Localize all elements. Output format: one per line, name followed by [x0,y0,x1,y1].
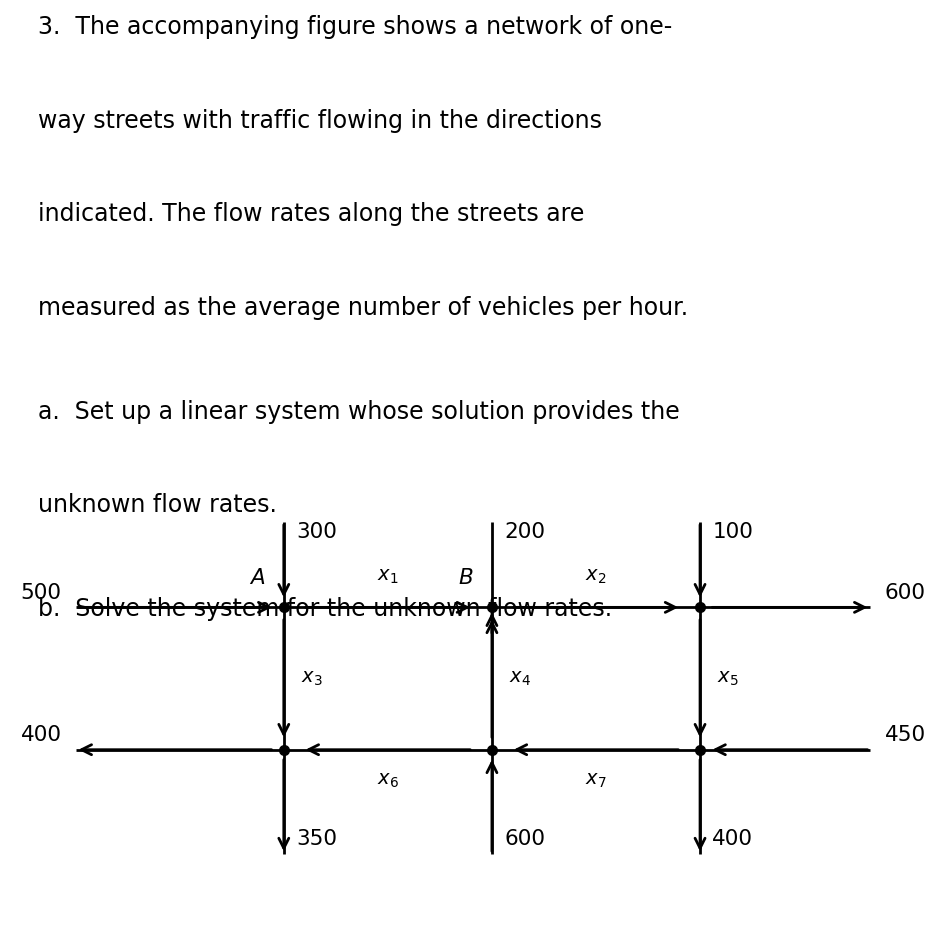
Text: 600: 600 [504,829,545,849]
Text: B: B [458,568,473,588]
Text: $x_1$: $x_1$ [377,567,398,586]
Text: 400: 400 [712,829,753,849]
Text: 350: 350 [296,829,337,849]
Text: b.  Solve the system for the unknown flow rates.: b. Solve the system for the unknown flow… [38,597,612,621]
Text: 400: 400 [21,725,61,745]
Text: 450: 450 [885,725,925,745]
Text: 500: 500 [21,583,61,603]
Text: $x_7$: $x_7$ [586,771,606,791]
Text: 100: 100 [712,522,753,542]
Text: 3.  The accompanying figure shows a network of one-: 3. The accompanying figure shows a netwo… [38,15,672,39]
Text: $x_5$: $x_5$ [717,669,739,688]
Text: way streets with traffic flowing in the directions: way streets with traffic flowing in the … [38,108,602,133]
Text: $x_3$: $x_3$ [301,669,323,688]
Text: a.  Set up a linear system whose solution provides the: a. Set up a linear system whose solution… [38,400,679,423]
Text: $x_4$: $x_4$ [509,669,531,688]
Text: $x_6$: $x_6$ [377,771,399,791]
Text: $x_2$: $x_2$ [586,567,606,586]
Text: 600: 600 [885,583,925,603]
Text: 300: 300 [296,522,337,542]
Text: unknown flow rates.: unknown flow rates. [38,493,277,517]
Text: 200: 200 [504,522,545,542]
Text: A: A [250,568,265,588]
Text: measured as the average number of vehicles per hour.: measured as the average number of vehicl… [38,296,688,320]
Text: indicated. The flow rates along the streets are: indicated. The flow rates along the stre… [38,202,585,226]
